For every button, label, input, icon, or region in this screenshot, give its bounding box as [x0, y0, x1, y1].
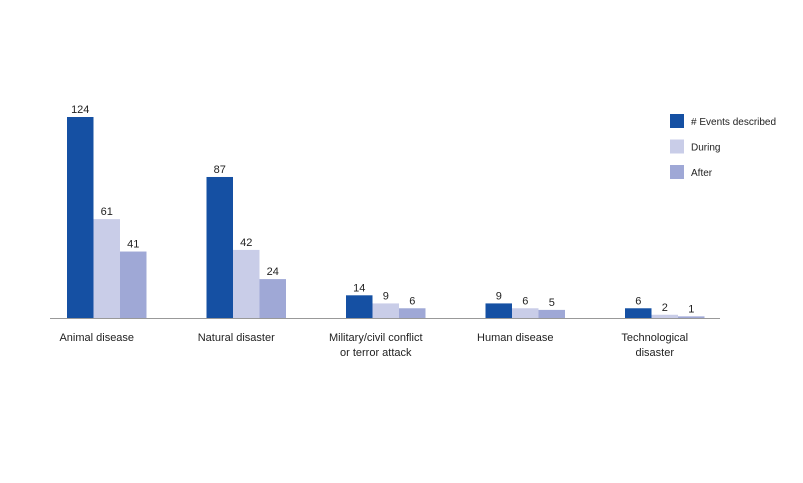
- value-label: 61: [101, 206, 113, 218]
- category-label: Military/civil conflict or terror attack: [328, 332, 423, 359]
- value-label: 87: [214, 164, 226, 176]
- bar: [485, 303, 512, 318]
- legend-swatch: [670, 139, 684, 154]
- value-label: 14: [353, 282, 365, 294]
- legend-label: After: [691, 168, 713, 179]
- value-label: 5: [549, 297, 555, 309]
- category-label: Animal disease: [59, 332, 135, 344]
- category-label: Natural disaster: [197, 332, 275, 344]
- bar: [399, 308, 426, 318]
- bar: [206, 176, 233, 318]
- bar: [512, 308, 539, 318]
- bar: [93, 219, 120, 318]
- value-label: 124: [71, 104, 89, 116]
- bar: [233, 249, 260, 318]
- value-label: 6: [522, 295, 528, 307]
- value-label: 41: [127, 239, 139, 251]
- bar: [651, 314, 678, 318]
- value-label: 1: [688, 303, 694, 315]
- legend-swatch: [670, 114, 684, 128]
- bar: [346, 295, 373, 318]
- bar: [625, 308, 652, 318]
- value-label: 6: [409, 295, 415, 307]
- value-label: 42: [240, 237, 252, 249]
- bar: [538, 309, 565, 318]
- bar: [259, 279, 286, 318]
- bar: [372, 303, 399, 318]
- bar: [67, 117, 94, 318]
- legend-swatch: [670, 165, 684, 179]
- value-label: 9: [496, 290, 502, 302]
- legend-label: During: [691, 143, 720, 154]
- bar: [120, 251, 147, 318]
- value-label: 6: [635, 295, 641, 307]
- legend-label: # Events described: [691, 117, 776, 128]
- value-label: 24: [267, 266, 279, 278]
- bar: [678, 316, 705, 318]
- category-label: Technological disaster: [621, 332, 689, 359]
- value-label: 2: [662, 302, 668, 314]
- category-label: Human disease: [477, 332, 554, 344]
- value-label: 9: [383, 290, 389, 302]
